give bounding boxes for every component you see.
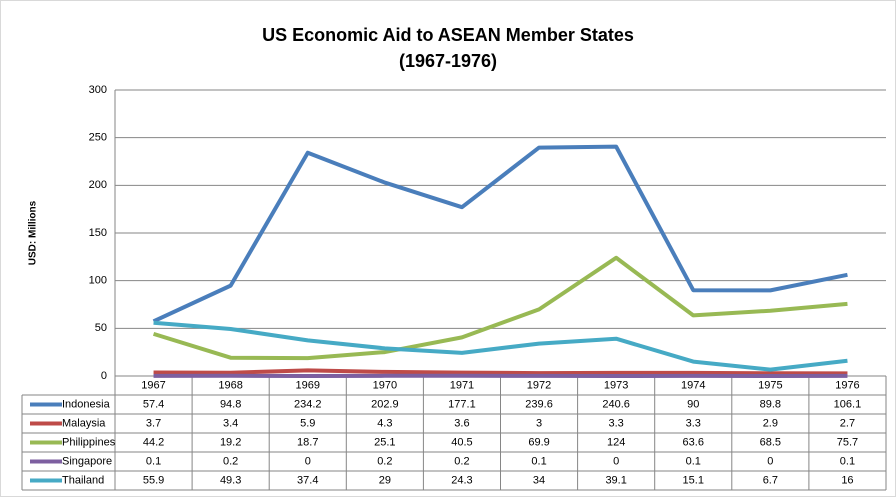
table-value: 37.4 <box>297 474 318 486</box>
x-tick-label: 1976 <box>835 379 859 391</box>
chart-title: US Economic Aid to ASEAN Member States <box>262 25 634 45</box>
legend-label: Philippines <box>62 436 116 448</box>
table-value: 15.1 <box>683 474 704 486</box>
table-value: 55.9 <box>143 474 164 486</box>
table-value: 239.6 <box>525 398 553 410</box>
chart-title: (1967-1976) <box>399 51 497 71</box>
table-value: 19.2 <box>220 436 241 448</box>
table-value: 40.5 <box>451 436 472 448</box>
y-axis-label: USD: Millions <box>28 200 39 265</box>
x-tick-label: 1975 <box>758 379 782 391</box>
table-value: 16 <box>841 474 853 486</box>
table-value: 57.4 <box>143 398 164 410</box>
y-tick-label: 200 <box>89 179 107 191</box>
table-value: 106.1 <box>834 398 862 410</box>
line-series <box>153 320 848 372</box>
table-value: 4.3 <box>377 417 392 429</box>
table-value: 29 <box>379 474 391 486</box>
table-value: 68.5 <box>760 436 781 448</box>
table-value: 75.7 <box>837 436 858 448</box>
table-value: 177.1 <box>448 398 476 410</box>
line-series <box>152 144 848 324</box>
x-tick-label: 1969 <box>296 379 320 391</box>
table-value: 18.7 <box>297 436 318 448</box>
legend-label: Indonesia <box>62 398 111 410</box>
table-value: 0.2 <box>377 455 392 467</box>
table-value: 2.9 <box>763 417 778 429</box>
table-value: 25.1 <box>374 436 395 448</box>
table-value: 3.3 <box>686 417 701 429</box>
table-value: 0 <box>613 455 619 467</box>
y-tick-label: 300 <box>89 84 107 96</box>
y-tick-label: 0 <box>101 370 107 382</box>
table-value: 24.3 <box>451 474 472 486</box>
y-tick-label: 100 <box>89 275 107 287</box>
table-value: 2.7 <box>840 417 855 429</box>
table-value: 5.9 <box>300 417 315 429</box>
y-tick-label: 250 <box>89 132 107 144</box>
table-value: 3.3 <box>609 417 624 429</box>
line-series <box>152 255 848 361</box>
table-value: 0.1 <box>686 455 701 467</box>
table-value: 6.7 <box>763 474 778 486</box>
table-value: 3.6 <box>454 417 469 429</box>
x-tick-label: 1968 <box>218 379 242 391</box>
table-value: 240.6 <box>602 398 630 410</box>
table-value: 89.8 <box>760 398 781 410</box>
table-value: 0 <box>767 455 773 467</box>
table-value: 63.6 <box>683 436 704 448</box>
table-value: 90 <box>687 398 699 410</box>
table-value: 3.7 <box>146 417 161 429</box>
y-tick-label: 150 <box>89 227 107 239</box>
legend-label: Singapore <box>62 455 112 467</box>
table-value: 202.9 <box>371 398 399 410</box>
table-value: 0 <box>305 455 311 467</box>
x-tick-label: 1971 <box>450 379 474 391</box>
table-value: 3 <box>536 417 542 429</box>
y-tick-label: 50 <box>95 322 107 334</box>
legend-label: Thailand <box>62 474 104 486</box>
table-value: 39.1 <box>605 474 626 486</box>
table-value: 124 <box>607 436 625 448</box>
x-tick-label: 1967 <box>141 379 165 391</box>
table-value: 44.2 <box>143 436 164 448</box>
table-value: 69.9 <box>528 436 549 448</box>
table-value: 94.8 <box>220 398 241 410</box>
line-series <box>153 368 848 376</box>
table-value: 34 <box>533 474 545 486</box>
table-value: 0.2 <box>223 455 238 467</box>
table-value: 0.1 <box>531 455 546 467</box>
x-tick-label: 1972 <box>527 379 551 391</box>
table-value: 49.3 <box>220 474 241 486</box>
table-value: 0.2 <box>454 455 469 467</box>
table-value: 3.4 <box>223 417 238 429</box>
x-tick-label: 1970 <box>373 379 397 391</box>
table-value: 0.1 <box>146 455 161 467</box>
table-value: 0.1 <box>840 455 855 467</box>
x-tick-label: 1974 <box>681 379 705 391</box>
x-tick-label: 1973 <box>604 379 628 391</box>
legend-label: Malaysia <box>62 417 106 429</box>
table-value: 234.2 <box>294 398 322 410</box>
